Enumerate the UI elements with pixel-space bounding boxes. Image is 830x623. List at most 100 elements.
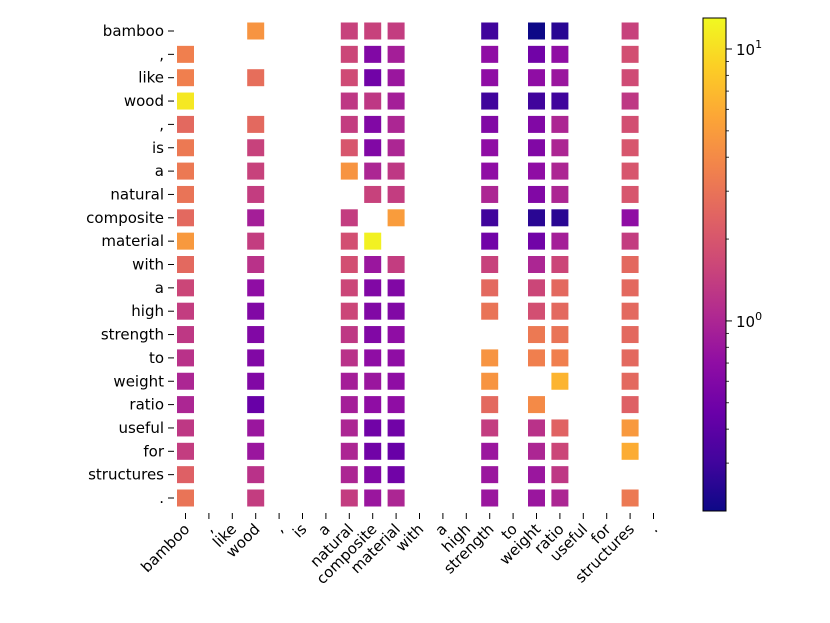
- colorbar-tick-label: 101: [736, 38, 762, 59]
- heatmap-cell: [621, 45, 639, 63]
- heatmap-cell: [247, 185, 265, 203]
- heatmap-cell: [247, 22, 265, 40]
- heatmap-cell: [177, 419, 194, 437]
- heatmap-cell: [621, 22, 639, 40]
- heatmap-cell: [528, 92, 545, 110]
- heatmap-cell: [551, 209, 569, 227]
- heatmap-cell: [481, 302, 499, 320]
- heatmap-cell: [177, 69, 194, 87]
- heatmap-cell: [551, 279, 569, 297]
- heatmap-cell: [364, 92, 382, 110]
- heatmap-cell: [177, 372, 194, 390]
- heatmap-cell: [621, 115, 639, 133]
- y-tick-label: wood: [124, 92, 164, 110]
- heatmap-cell: [551, 489, 569, 507]
- heatmap-cell: [247, 442, 265, 460]
- heatmap-cell: [177, 396, 194, 414]
- y-tick-label: weight: [113, 372, 164, 390]
- heatmap-cell: [364, 162, 382, 180]
- colorbar-gradient: [702, 17, 727, 512]
- heatmap-cell: [621, 349, 639, 367]
- heatmap-cell: [177, 232, 194, 250]
- heatmap-cell: [528, 69, 545, 87]
- heatmap-cell: [387, 256, 405, 273]
- heatmap-cell: [340, 372, 358, 390]
- heatmap-cell: [364, 139, 382, 157]
- heatmap-cell: [364, 419, 382, 437]
- heatmap-cell: [551, 185, 569, 203]
- heatmap-cell: [387, 162, 405, 180]
- heatmap-cell: [247, 139, 265, 157]
- heatmap-cell: [551, 419, 569, 437]
- heatmap-cell: [528, 185, 545, 203]
- heatmap-cell: [621, 69, 639, 87]
- heatmap-cell: [247, 396, 265, 414]
- heatmap-cell: [481, 279, 499, 297]
- y-tick-label: ratio: [129, 396, 164, 414]
- heatmap-cell: [387, 139, 405, 157]
- heatmap-cell: [481, 372, 499, 390]
- heatmap-cell: [528, 232, 545, 250]
- heatmap-cell: [364, 22, 382, 40]
- heatmap-cell: [621, 372, 639, 390]
- heatmap-cell: [364, 232, 382, 250]
- y-tick-label: for: [143, 442, 164, 460]
- heatmap-cell: [528, 115, 545, 133]
- heatmap-cell: [387, 92, 405, 110]
- heatmap-cell: [621, 162, 639, 180]
- heatmap-cell: [247, 232, 265, 250]
- heatmap-cell: [528, 22, 545, 40]
- heatmap-cell: [528, 466, 545, 484]
- heatmap-cell: [177, 466, 194, 484]
- heatmap-cell: [528, 209, 545, 227]
- heatmap-cell: [621, 326, 639, 344]
- heatmap-cell: [551, 115, 569, 133]
- heatmap-cell: [247, 162, 265, 180]
- heatmap-cell: [481, 69, 499, 87]
- heatmap-cell: [528, 302, 545, 320]
- heatmap-cell: [177, 442, 194, 460]
- heatmap-cell: [528, 442, 545, 460]
- heatmap-cell: [177, 489, 194, 507]
- heatmap-cell: [387, 209, 405, 227]
- y-tick-label: like: [138, 69, 164, 87]
- heatmap-cell: [621, 396, 639, 414]
- heatmap-cell: [364, 396, 382, 414]
- heatmap-cell: [177, 256, 194, 273]
- heatmap-cell: [481, 22, 499, 40]
- colorbar: 100 101: [702, 17, 762, 512]
- y-tick-label: with: [132, 256, 164, 274]
- heatmap-cell: [387, 22, 405, 40]
- heatmap-cell: [340, 139, 358, 157]
- heatmap-cell: [481, 419, 499, 437]
- heatmap-cell: [551, 139, 569, 157]
- heatmap-cell: [551, 326, 569, 344]
- heatmap-cell: [551, 45, 569, 63]
- heatmap-cell: [621, 489, 639, 507]
- heatmap-cell: [481, 442, 499, 460]
- heatmap-cell: [177, 209, 194, 227]
- y-tick-label: useful: [118, 419, 164, 437]
- heatmap-cell: [364, 302, 382, 320]
- heatmap-cell: [247, 489, 265, 507]
- heatmap-cell: [481, 209, 499, 227]
- heatmap-cell: [551, 302, 569, 320]
- heatmap-cell: [551, 466, 569, 484]
- heatmap-cell: [247, 209, 265, 227]
- heatmap-cell: [528, 396, 545, 414]
- y-tick-label: a: [155, 279, 164, 297]
- heatmap-cell: [387, 419, 405, 437]
- heatmap-cell: [364, 69, 382, 87]
- heatmap-cell: [177, 185, 194, 203]
- x-tick-label: bamboo: [137, 520, 193, 576]
- heatmap-cell: [551, 69, 569, 87]
- heatmap-cell: [621, 302, 639, 320]
- heatmap-cell: [621, 256, 639, 273]
- heatmap-cell: [528, 419, 545, 437]
- heatmap-cell: [551, 349, 569, 367]
- heatmap-cell: [364, 466, 382, 484]
- heatmap-cell: [364, 442, 382, 460]
- y-tick-label: composite: [86, 209, 164, 227]
- y-tick-label: material: [101, 232, 164, 250]
